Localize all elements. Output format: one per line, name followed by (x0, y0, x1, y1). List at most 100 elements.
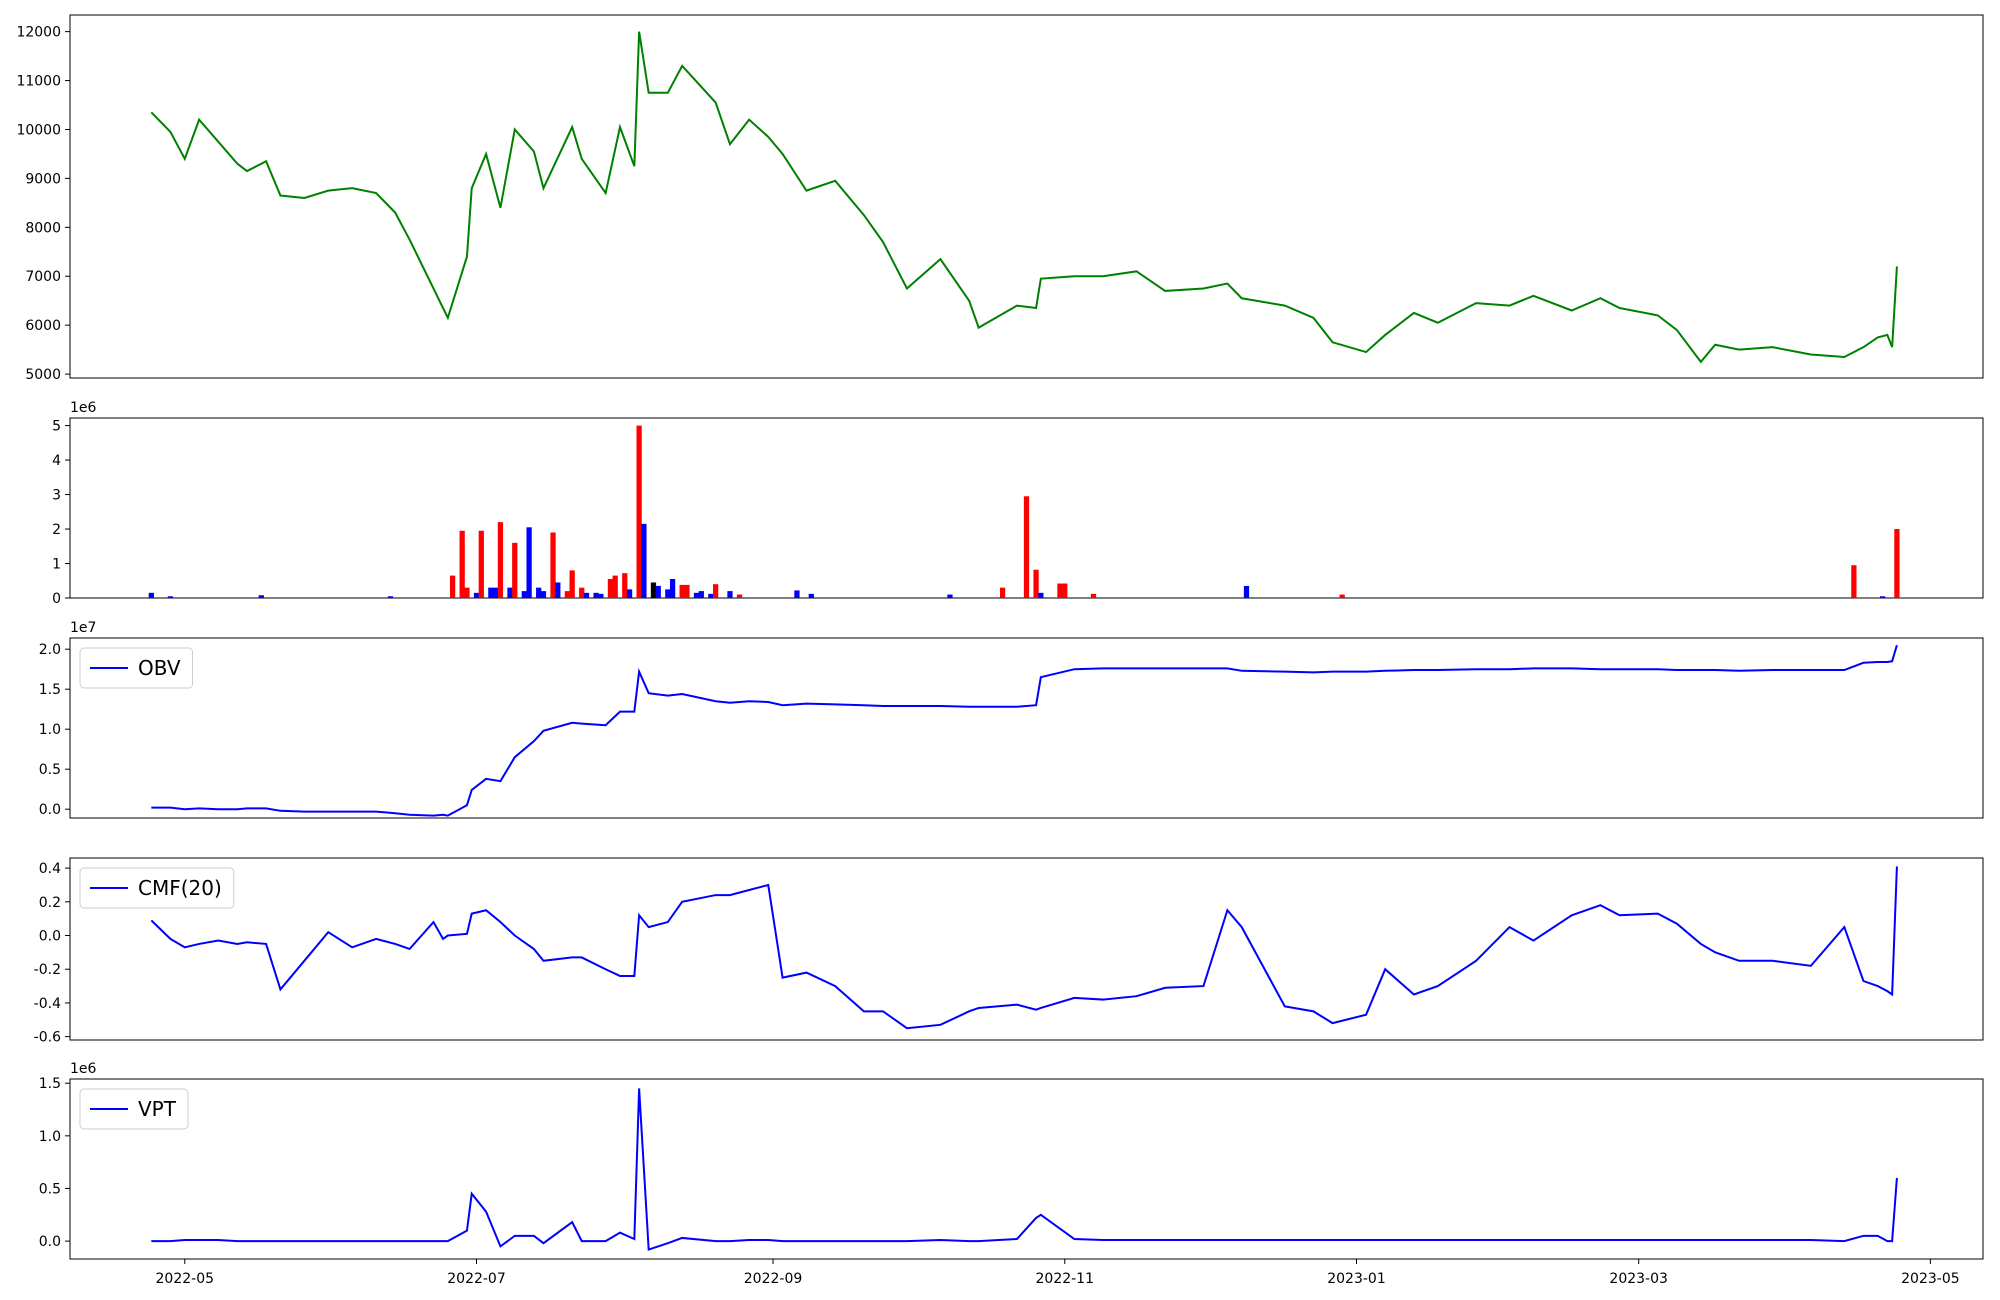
y-tick-label: 12000 (16, 25, 61, 41)
volume-bar (684, 584, 690, 598)
volume-bar (540, 591, 547, 598)
y-tick-label: 9000 (25, 171, 61, 187)
y-tick-label: 0.0 (39, 1234, 61, 1250)
y-tick-label: -0.4 (34, 996, 61, 1012)
y-tick-label: 0.2 (39, 895, 61, 911)
volume-bar (387, 596, 394, 598)
y-tick-label: 1.0 (39, 1129, 61, 1145)
volume-bar (1894, 529, 1900, 598)
y-tick-label: 0 (52, 591, 61, 607)
volume-bar (464, 587, 470, 598)
volume-bar (526, 527, 532, 598)
volume-bar (459, 530, 465, 598)
plot-frame (69, 857, 1984, 1041)
legend-box (79, 647, 194, 689)
legend-label: OBV (138, 656, 181, 680)
volume-bar (493, 587, 499, 598)
y-tick-label: 5000 (25, 367, 61, 383)
volume-bar (1851, 565, 1857, 598)
y-tick-label: 0.0 (39, 802, 61, 818)
volume-bar (583, 592, 590, 598)
volume-bar (808, 593, 814, 598)
y-tick-label: 8000 (25, 220, 61, 236)
y-tick-label: 6000 (25, 318, 61, 334)
series-line (150, 866, 1898, 1030)
y-tick-label: 1.5 (39, 1076, 61, 1092)
plot-frame (69, 637, 1984, 819)
volume-bar (636, 425, 642, 598)
volume-bar (555, 582, 561, 598)
axis-offset-text: 1e7 (70, 620, 96, 636)
volume-bar (1023, 496, 1030, 598)
volume-bar (473, 592, 480, 598)
volume-bar (713, 584, 719, 598)
volume-bar (612, 575, 618, 598)
volume-bar (507, 587, 513, 598)
x-tick-label: 2023-03 (1609, 1271, 1668, 1287)
series-line (151, 1088, 1898, 1251)
volume-bar (1057, 583, 1063, 598)
volume-bar (593, 592, 599, 598)
volume-bar (1243, 585, 1250, 598)
volume-bar (564, 591, 571, 598)
volume-bar (650, 582, 657, 598)
volume-bar (669, 579, 676, 598)
volume-bar (607, 579, 614, 598)
y-tick-label: 2 (52, 522, 61, 538)
legend-box (79, 1088, 189, 1130)
y-tick-label: -0.2 (34, 962, 61, 978)
volume-bar (641, 523, 647, 598)
volume-bar (598, 593, 604, 598)
plot-frame (69, 14, 1984, 379)
volume-bar (1879, 596, 1886, 598)
y-tick-label: 4 (52, 453, 61, 469)
volume-bar (550, 532, 556, 598)
x-tick-label: 2023-05 (1901, 1271, 1960, 1287)
plot-frame (69, 1078, 1984, 1260)
volume-bar (579, 587, 585, 598)
volume-bar (999, 587, 1006, 598)
y-tick-label: 1 (52, 557, 61, 573)
legend-label: CMF(20) (138, 876, 222, 900)
axis-offset-text: 1e6 (70, 400, 97, 416)
volume-bar (512, 542, 518, 598)
y-tick-label: 2.0 (39, 642, 61, 658)
volume-bar (655, 585, 661, 598)
y-tick-label: 0.5 (39, 762, 61, 778)
volume-bar (258, 595, 264, 598)
volume-bar (478, 530, 484, 598)
volume-bar (1339, 594, 1345, 598)
y-tick-label: 0.5 (39, 1181, 61, 1197)
y-tick-label: 0.4 (39, 861, 61, 877)
volume-bar (665, 589, 671, 598)
y-tick-label: 11000 (16, 74, 61, 90)
volume-bar (1062, 583, 1068, 598)
volume-bar (521, 591, 527, 598)
legend-label: VPT (138, 1097, 177, 1121)
volume-bar (622, 573, 628, 598)
volume-bar (1033, 569, 1039, 598)
volume-bar (1038, 592, 1044, 598)
x-tick-label: 2023-01 (1327, 1271, 1386, 1287)
y-tick-label: 1.5 (39, 682, 61, 698)
volume-bar (679, 584, 685, 598)
volume-bar (727, 591, 733, 598)
volume-bar (947, 594, 953, 598)
x-tick-label: 2022-05 (156, 1271, 215, 1287)
x-tick-label: 2022-09 (744, 1271, 803, 1287)
volume-bar (736, 594, 743, 598)
volume-bar (626, 589, 633, 598)
volume-bar (693, 592, 700, 598)
y-tick-label: -0.6 (34, 1030, 61, 1046)
y-tick-label: 10000 (16, 122, 61, 138)
y-tick-label: 1.0 (39, 722, 61, 738)
volume-bar (497, 522, 504, 598)
volume-bar (698, 591, 704, 598)
x-tick-label: 2022-07 (447, 1271, 506, 1287)
volume-bar (449, 575, 456, 598)
volume-bar (167, 596, 174, 598)
volume-bar (488, 587, 494, 598)
y-tick-label: 0.0 (39, 929, 61, 945)
volume-bar (569, 570, 575, 598)
